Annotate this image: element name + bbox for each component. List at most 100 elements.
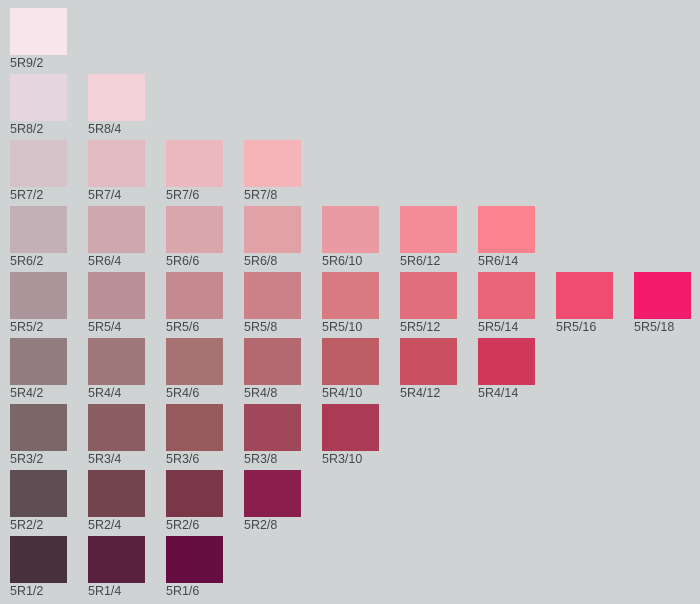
color-chip: 5R7/6 <box>166 140 223 202</box>
chip-label: 5R6/10 <box>322 254 363 268</box>
color-swatch <box>166 272 223 319</box>
color-swatch <box>166 536 223 583</box>
color-chip: 5R1/6 <box>166 536 223 598</box>
color-chip: 5R4/10 <box>322 338 379 400</box>
color-chip: 5R4/12 <box>400 338 457 400</box>
chip-label: 5R6/2 <box>10 254 44 268</box>
color-swatch <box>88 536 145 583</box>
chip-label: 5R5/2 <box>10 320 44 334</box>
chip-label: 5R3/2 <box>10 452 44 466</box>
color-swatch <box>478 206 535 253</box>
color-swatch <box>244 140 301 187</box>
color-chip: 5R6/2 <box>10 206 67 268</box>
color-swatch <box>88 470 145 517</box>
color-swatch <box>634 272 691 319</box>
chip-label: 5R1/2 <box>10 584 44 598</box>
color-swatch <box>400 338 457 385</box>
color-chip: 5R7/8 <box>244 140 301 202</box>
color-chip: 5R4/6 <box>166 338 223 400</box>
color-chip: 5R4/8 <box>244 338 301 400</box>
color-swatch <box>166 206 223 253</box>
chip-label: 5R2/4 <box>88 518 122 532</box>
chip-label: 5R5/6 <box>166 320 200 334</box>
chip-label: 5R5/4 <box>88 320 122 334</box>
color-swatch <box>244 404 301 451</box>
chip-label: 5R6/14 <box>478 254 519 268</box>
chip-label: 5R1/4 <box>88 584 122 598</box>
color-chip: 5R3/8 <box>244 404 301 466</box>
color-swatch <box>244 206 301 253</box>
color-chip: 5R8/2 <box>10 74 67 136</box>
chip-label: 5R6/4 <box>88 254 122 268</box>
chip-label: 5R4/8 <box>244 386 278 400</box>
color-chip: 5R3/6 <box>166 404 223 466</box>
chip-label: 5R7/2 <box>10 188 44 202</box>
color-swatch <box>244 272 301 319</box>
color-swatch <box>166 404 223 451</box>
chip-label: 5R5/14 <box>478 320 519 334</box>
color-swatch <box>400 206 457 253</box>
color-chip: 5R5/6 <box>166 272 223 334</box>
color-swatch <box>10 338 67 385</box>
color-chip: 5R3/10 <box>322 404 379 466</box>
color-chip: 5R3/2 <box>10 404 67 466</box>
chip-label: 5R3/6 <box>166 452 200 466</box>
chip-label: 5R8/4 <box>88 122 122 136</box>
color-chip: 5R5/2 <box>10 272 67 334</box>
chip-label: 5R4/2 <box>10 386 44 400</box>
color-swatch <box>10 206 67 253</box>
color-swatch <box>244 338 301 385</box>
chip-label: 5R3/8 <box>244 452 278 466</box>
color-chip: 5R6/12 <box>400 206 457 268</box>
chip-label: 5R2/8 <box>244 518 278 532</box>
chip-label: 5R5/8 <box>244 320 278 334</box>
color-swatch <box>322 404 379 451</box>
color-swatch <box>556 272 613 319</box>
color-chip: 5R5/4 <box>88 272 145 334</box>
color-chip: 5R5/16 <box>556 272 613 334</box>
color-swatch <box>10 74 67 121</box>
chip-label: 5R2/6 <box>166 518 200 532</box>
chip-label: 5R4/14 <box>478 386 519 400</box>
color-chip: 5R3/4 <box>88 404 145 466</box>
color-swatch <box>88 338 145 385</box>
color-swatch <box>478 272 535 319</box>
chip-label: 5R5/18 <box>634 320 675 334</box>
chip-label: 5R7/6 <box>166 188 200 202</box>
chip-label: 5R3/4 <box>88 452 122 466</box>
color-swatch <box>244 470 301 517</box>
color-chip: 5R6/10 <box>322 206 379 268</box>
color-swatch <box>88 74 145 121</box>
color-chip: 5R4/4 <box>88 338 145 400</box>
color-chip: 5R8/4 <box>88 74 145 136</box>
color-swatch <box>322 206 379 253</box>
chip-label: 5R1/6 <box>166 584 200 598</box>
color-swatch <box>10 8 67 55</box>
chip-label: 5R4/4 <box>88 386 122 400</box>
color-swatch <box>10 536 67 583</box>
color-chip: 5R5/14 <box>478 272 535 334</box>
chip-label: 5R8/2 <box>10 122 44 136</box>
chip-label: 5R5/16 <box>556 320 597 334</box>
chip-label: 5R7/8 <box>244 188 278 202</box>
chip-label: 5R3/10 <box>322 452 363 466</box>
color-swatch <box>88 206 145 253</box>
color-chip: 5R7/4 <box>88 140 145 202</box>
color-swatch <box>10 404 67 451</box>
chip-label: 5R4/10 <box>322 386 363 400</box>
chip-label: 5R4/12 <box>400 386 441 400</box>
color-chip: 5R4/14 <box>478 338 535 400</box>
color-swatch <box>322 338 379 385</box>
color-chip: 5R1/4 <box>88 536 145 598</box>
color-chip: 5R6/14 <box>478 206 535 268</box>
color-swatch <box>166 338 223 385</box>
chip-label: 5R6/8 <box>244 254 278 268</box>
chip-label: 5R5/10 <box>322 320 363 334</box>
color-swatch <box>166 470 223 517</box>
color-chip: 5R2/2 <box>10 470 67 532</box>
color-swatch <box>10 470 67 517</box>
color-chip: 5R1/2 <box>10 536 67 598</box>
color-chip: 5R2/6 <box>166 470 223 532</box>
color-chip: 5R6/6 <box>166 206 223 268</box>
